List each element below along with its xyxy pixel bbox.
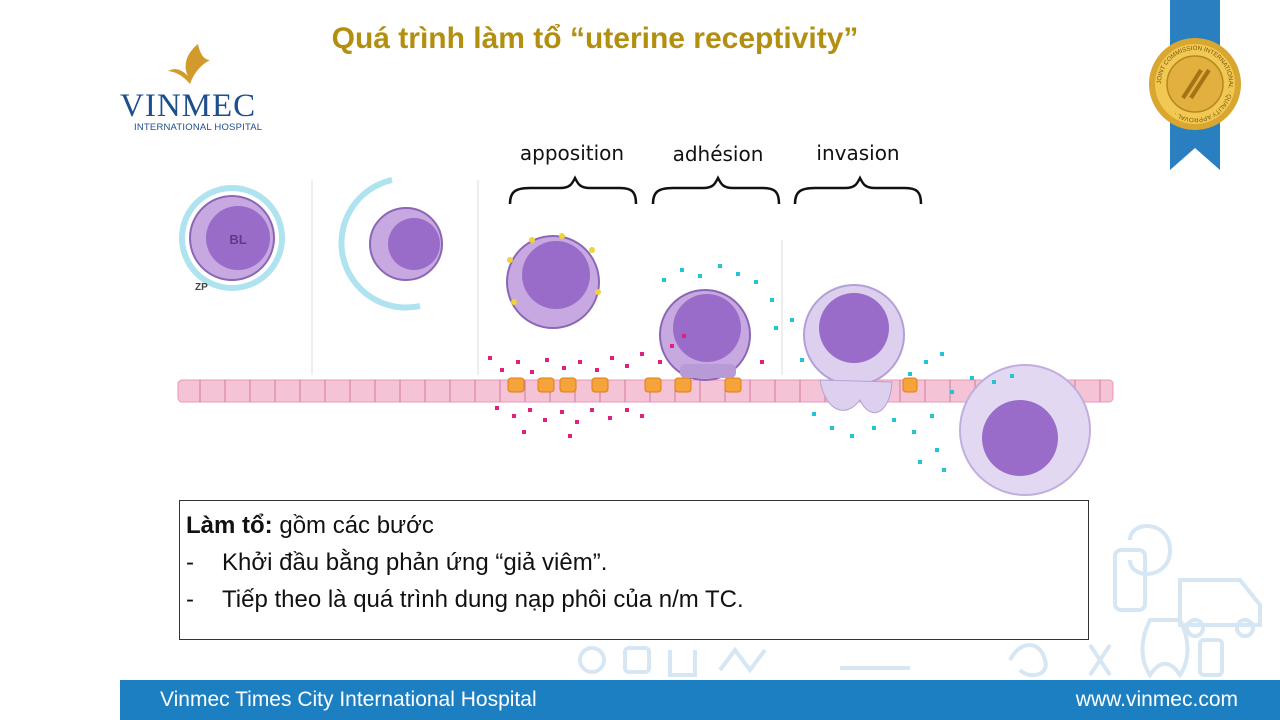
brace-adhesion	[651, 175, 781, 205]
decor-stomach-icon	[1128, 524, 1173, 576]
decor-bottle-icon	[1198, 638, 1224, 677]
bird-logo-icon	[168, 44, 210, 84]
footer-website: www.vinmec.com	[1075, 688, 1238, 711]
blastocyst-invasion	[803, 284, 905, 413]
logo-wordmark: VINMEC	[120, 88, 257, 124]
steps-heading-rest: gồm các bước	[272, 512, 434, 539]
footer-hospital-name: Vinmec Times City International Hospital	[160, 688, 537, 711]
steps-textbox: Làm tổ: gồm các bước - Khởi đầu bằng phản…	[179, 500, 1089, 640]
list-item: - Tiếp theo là quá trình dung nạp phôi củ…	[186, 581, 1082, 618]
decor-circle-icon	[578, 646, 606, 674]
decor-vial-icon	[1113, 548, 1147, 612]
logo-subtitle: INTERNATIONAL HOSPITAL	[134, 122, 263, 133]
decor-bone-icon	[1088, 643, 1112, 677]
decor-pulse-icon	[718, 646, 767, 674]
decor-chart-icon	[668, 650, 697, 677]
blastocyst-marker: BL	[229, 232, 246, 247]
bullet-dash: -	[186, 549, 194, 576]
stage-label-apposition: apposition	[520, 141, 624, 165]
blastocyst-apposition	[506, 233, 601, 329]
list-item-text: Tiếp theo là quá trình dung nạp phôi của…	[222, 586, 744, 613]
zona-marker: ZP	[195, 282, 208, 293]
list-item: - Khởi đầu bằng phản ứng “giả viêm”.	[186, 544, 1082, 581]
stage-label-invasion: invasion	[816, 141, 899, 165]
footer-bar: Vinmec Times City International Hospital…	[120, 680, 1280, 720]
bullet-dash: -	[186, 586, 194, 613]
decor-kit-icon	[623, 646, 651, 674]
receptor-cells	[507, 377, 918, 393]
brace-invasion	[793, 175, 923, 205]
seal-mark-icon	[1181, 68, 1211, 100]
medical-decoration	[578, 524, 1262, 679]
decor-wheel-icon	[1235, 618, 1255, 638]
signal-dots-cyan	[662, 264, 1014, 472]
seal-center	[1166, 55, 1224, 113]
steps-heading: Làm tổ: gồm các bước	[186, 507, 1082, 544]
implantation-diagram: apposition adhésion invasion BL ZP	[177, 141, 1114, 496]
blastocyst-adhesion	[659, 289, 751, 381]
stage-label-adhesion: adhésion	[673, 142, 764, 166]
hatching-blastocyst	[338, 177, 443, 311]
slide-title: Quá trình làm tổ “uterine receptivity”	[331, 22, 859, 55]
jci-seal: JOINT COMMISSION INTERNATIONAL · QUALITY…	[1149, 0, 1241, 170]
steps-heading-bold: Làm tổ:	[186, 512, 273, 539]
decor-ear-icon	[1008, 643, 1048, 678]
signal-dots-magenta	[488, 334, 764, 438]
brace-apposition	[508, 175, 638, 205]
decor-wheel-icon	[1185, 618, 1205, 638]
blastocyst-zona: BL ZP	[179, 185, 285, 293]
list-item-text: Khởi đầu bằng phản ứng “giả viêm”.	[222, 549, 608, 576]
vinmec-logo: VINMEC INTERNATIONAL HOSPITAL	[110, 38, 280, 138]
decor-ambulance-icon	[1178, 578, 1262, 627]
embedded-embryo	[959, 364, 1091, 496]
decor-tooth-icon	[1140, 618, 1190, 679]
